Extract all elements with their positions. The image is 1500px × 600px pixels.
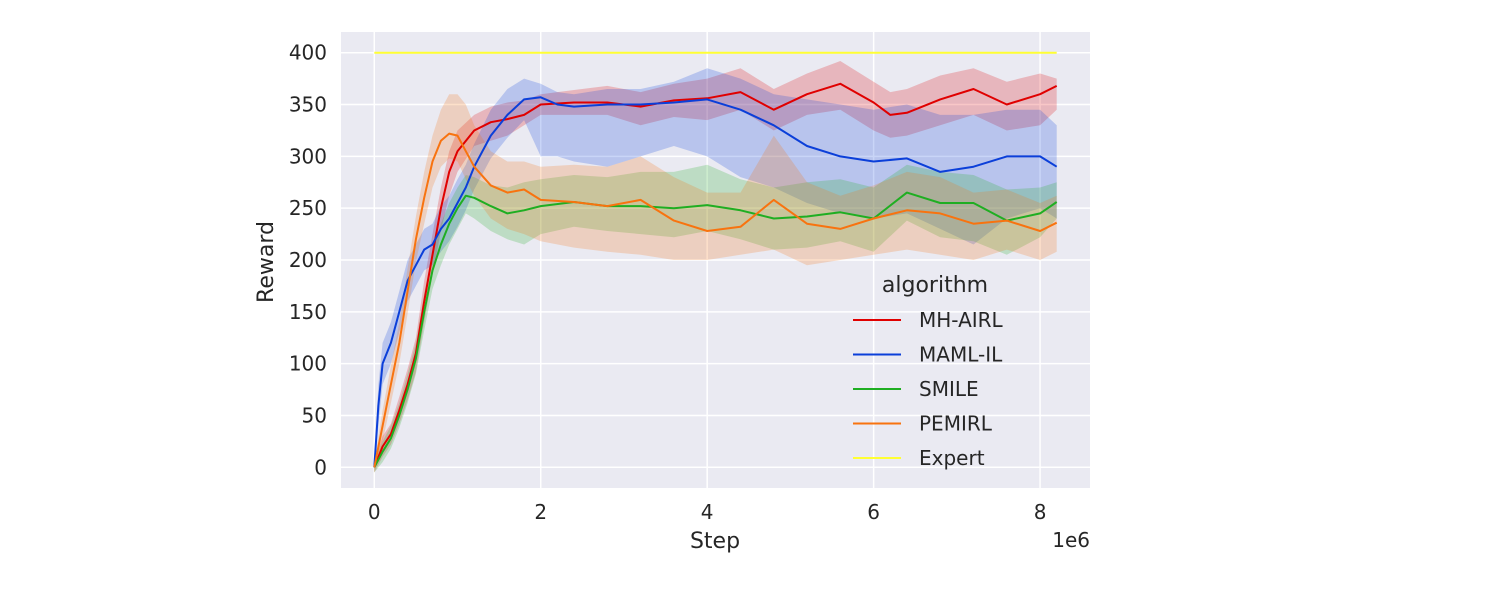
y-tick-label: 200 — [289, 248, 327, 272]
legend-label-expert: Expert — [919, 446, 985, 470]
x-axis-multiplier: 1e6 — [1052, 528, 1090, 552]
x-tick-label: 0 — [368, 500, 381, 524]
x-tick-label: 4 — [701, 500, 714, 524]
x-tick-labels: 0 2 4 6 8 — [368, 500, 1047, 524]
y-tick-label: 400 — [289, 41, 327, 65]
legend-label-maml-il: MAML-IL — [919, 343, 1003, 367]
legend-title: algorithm — [882, 273, 988, 298]
legend: algorithm MH-AIRL MAML-IL SMILE PEMIRL Exper… — [853, 273, 1004, 470]
smile-line — [373, 191, 1058, 468]
legend-label-mh-airl: MH-AIRL — [919, 308, 1004, 332]
y-tick-labels: 0 50 100 150 200 250 300 350 400 — [289, 41, 327, 480]
series-lines — [373, 51, 1058, 468]
x-tick-label: 8 — [1034, 500, 1047, 524]
y-axis-label: Reward — [254, 221, 279, 303]
mh-airl-line — [373, 82, 1058, 468]
pemirl-band — [374, 94, 1057, 473]
pemirl-line — [373, 132, 1058, 468]
y-tick-label: 0 — [314, 455, 327, 479]
legend-entries: MH-AIRL MAML-IL SMILE PEMIRL Expert — [853, 308, 1004, 470]
y-tick-label: 50 — [302, 403, 327, 427]
y-tick-label: 300 — [289, 144, 327, 168]
y-tick-label: 150 — [289, 300, 327, 324]
x-tick-label: 6 — [867, 500, 880, 524]
confidence-bands — [374, 61, 1057, 473]
mh-airl-band — [374, 61, 1057, 473]
legend-label-smile: SMILE — [919, 377, 979, 401]
y-tick-label: 350 — [289, 93, 327, 117]
legend-label-pemirl: PEMIRL — [919, 412, 993, 436]
y-tick-label: 100 — [289, 352, 327, 376]
y-tick-label: 250 — [289, 196, 327, 220]
maml-il-band — [374, 68, 1057, 473]
smile-band — [374, 164, 1057, 473]
x-tick-label: 2 — [534, 500, 547, 524]
x-axis-label: Step — [690, 529, 740, 554]
maml-il-line — [373, 96, 1058, 468]
